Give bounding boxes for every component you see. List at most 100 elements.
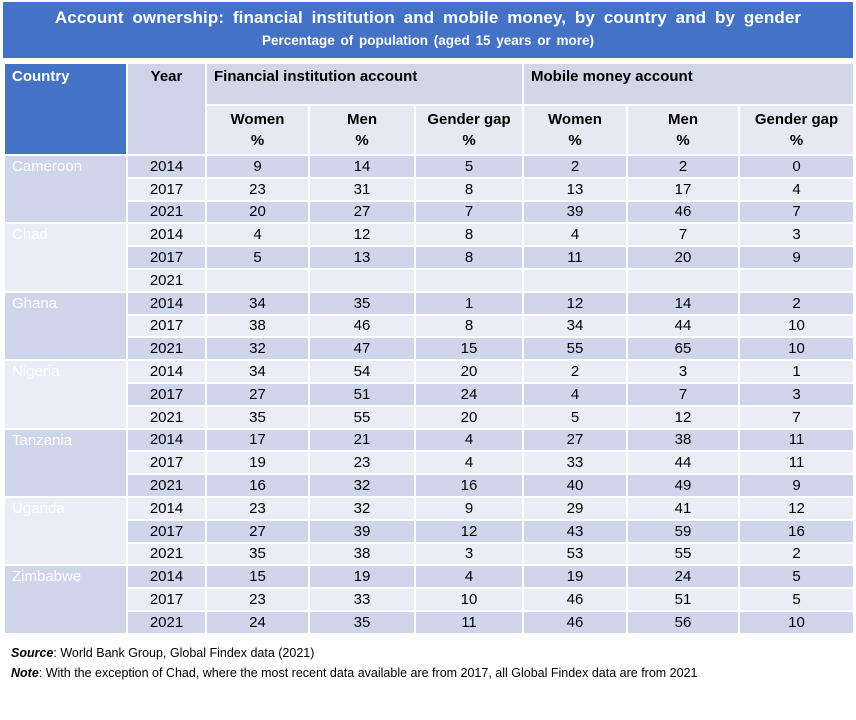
- year-cell: 2017: [126, 518, 207, 544]
- subheader-mm-gendergap: Gender gap%: [737, 104, 856, 156]
- value-cell: 33: [522, 450, 628, 476]
- value-cell: 39: [522, 199, 628, 225]
- value-cell: 11: [522, 245, 628, 270]
- country-cell: Nigeria: [3, 359, 128, 430]
- value-cell: 1: [737, 359, 856, 384]
- value-cell: 43: [522, 518, 628, 544]
- value-cell: 20: [626, 245, 740, 270]
- table-header-financial-group: Financial institution account: [205, 62, 524, 106]
- value-cell: 23: [205, 587, 310, 612]
- source-note: Source: World Bank Group, Global Findex …: [11, 643, 853, 663]
- year-cell: 2014: [126, 290, 207, 316]
- table-row: Chad 2014 4 12 8 4 7 3: [3, 222, 856, 293]
- value-cell: 13: [308, 245, 416, 270]
- value-cell: 21: [308, 427, 416, 453]
- value-cell: 55: [626, 541, 740, 567]
- subheader-fi-gendergap: Gender gap%: [414, 104, 524, 156]
- value-cell: 4: [414, 427, 524, 453]
- value-cell: 38: [626, 427, 740, 453]
- value-cell: 46: [308, 313, 416, 339]
- value-cell: 5: [522, 404, 628, 430]
- value-cell: 55: [522, 336, 628, 362]
- table-header: Country Year Financial institution accou…: [3, 62, 856, 156]
- value-cell: 16: [737, 518, 856, 544]
- value-cell: 23: [205, 495, 310, 521]
- value-cell: 7: [414, 199, 524, 225]
- value-cell: 4: [205, 222, 310, 248]
- value-cell: 27: [205, 518, 310, 544]
- value-cell: 12: [522, 290, 628, 316]
- value-cell: 3: [737, 222, 856, 248]
- value-cell: 8: [414, 176, 524, 202]
- subheader-fi-women: Women%: [205, 104, 310, 156]
- source-text: : World Bank Group, Global Findex data (…: [53, 645, 315, 660]
- value-cell: 23: [205, 176, 310, 202]
- subheader-unit: %: [250, 132, 265, 149]
- value-cell: 10: [737, 313, 856, 339]
- value-cell: 15: [414, 336, 524, 362]
- year-cell: 2017: [126, 245, 207, 270]
- value-cell: 29: [522, 495, 628, 521]
- country-cell: Ghana: [3, 290, 128, 362]
- table-header-year: Year: [126, 62, 207, 156]
- value-cell: 38: [308, 541, 416, 567]
- country-cell: Tanzania: [3, 427, 128, 498]
- value-cell: 51: [308, 381, 416, 407]
- subheader-unit: %: [676, 132, 690, 149]
- year-cell: 2014: [126, 154, 207, 179]
- value-cell: 65: [626, 336, 740, 362]
- footer-notes: Source: World Bank Group, Global Findex …: [3, 635, 853, 683]
- table-row: Cameroon 2014 9 14 5 2 2 0: [3, 153, 856, 225]
- value-cell: 19: [522, 564, 628, 590]
- value-cell: 8: [414, 313, 524, 339]
- value-cell: 34: [205, 290, 310, 316]
- value-cell: 2: [626, 154, 740, 179]
- value-cell: 41: [626, 495, 740, 521]
- value-cell: 55: [308, 404, 416, 430]
- subheader-fi-men: Men%: [308, 104, 416, 156]
- table-row: Tanzania 2014 17 21 4 27 38 11: [3, 427, 856, 498]
- value-cell: 3: [626, 359, 740, 384]
- value-cell: 14: [626, 290, 740, 316]
- value-cell: 4: [414, 564, 524, 590]
- value-cell: 46: [522, 587, 628, 612]
- value-cell: 7: [626, 381, 740, 407]
- value-cell: 24: [205, 609, 310, 635]
- value-cell: 9: [737, 473, 856, 498]
- value-cell: 39: [308, 518, 416, 544]
- value-cell: 7: [737, 199, 856, 225]
- value-cell: 56: [626, 609, 740, 635]
- value-cell: 32: [205, 336, 310, 362]
- data-note: Note: With the exception of Chad, where …: [11, 663, 853, 683]
- value-cell: 32: [308, 473, 416, 498]
- value-cell: 33: [308, 587, 416, 612]
- value-cell: 19: [205, 450, 310, 476]
- table-row: Uganda 2014 23 32 9 29 41 12: [3, 495, 856, 567]
- table-row: Zimbabwe 2014 15 19 4 19 24 5: [3, 564, 856, 635]
- value-cell: 24: [414, 381, 524, 407]
- table-subheader-row: Women% Men% Gender gap% Women% Men% Gend…: [4, 104, 856, 156]
- value-cell: 12: [737, 495, 856, 521]
- table-row: 2021 32 47 15 55 65 10: [4, 336, 856, 362]
- subheader-unit: %: [789, 132, 804, 149]
- value-cell: 10: [737, 336, 856, 362]
- table-row: Ghana 2014 34 35 1 12 14 2: [3, 290, 856, 362]
- year-cell: 2017: [126, 381, 207, 407]
- year-cell: 2021: [126, 609, 207, 635]
- value-cell: 10: [737, 609, 856, 635]
- value-cell: 9: [414, 495, 524, 521]
- year-cell: 2017: [126, 176, 207, 202]
- value-cell: 10: [414, 587, 524, 612]
- value-cell: 11: [737, 427, 856, 453]
- table-row: 2021: [4, 267, 856, 293]
- year-cell: 2021: [126, 267, 207, 293]
- table-row: 2017 19 23 4 33 44 11: [4, 450, 856, 476]
- value-cell: 13: [522, 176, 628, 202]
- value-cell: 12: [308, 222, 416, 248]
- subheader-label: Women: [230, 111, 285, 128]
- value-cell: 4: [414, 450, 524, 476]
- value-cell: 2: [522, 359, 628, 384]
- value-cell: 11: [737, 450, 856, 476]
- value-cell: 35: [308, 609, 416, 635]
- value-cell: 47: [308, 336, 416, 362]
